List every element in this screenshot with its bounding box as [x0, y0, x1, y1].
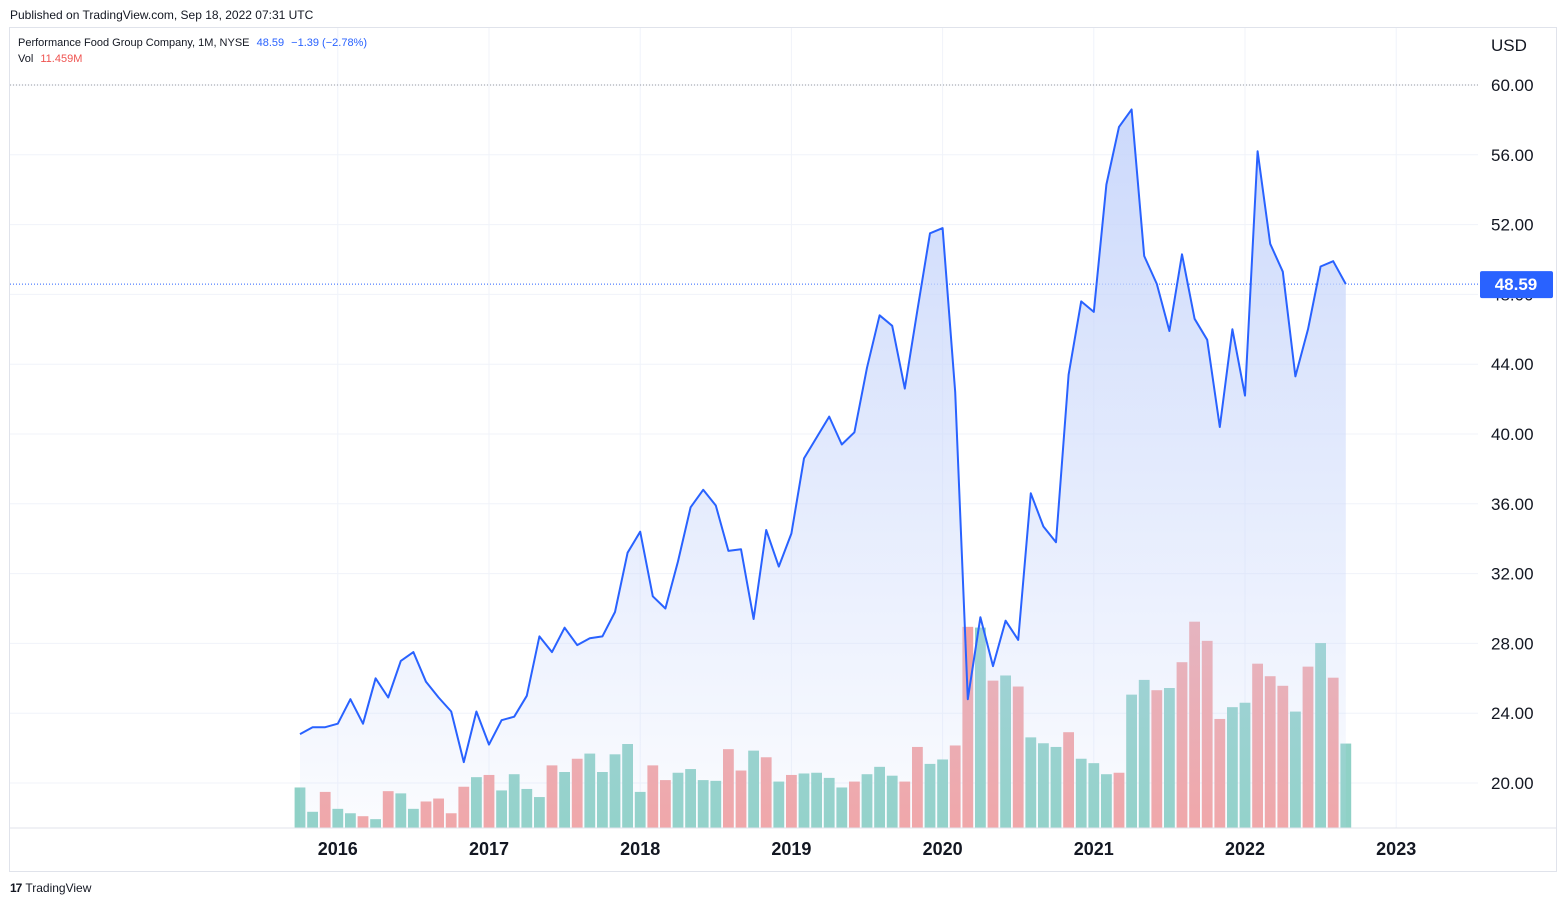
y-tick-label: 44.00 — [1491, 355, 1534, 374]
symbol-info: Performance Food Group Company, 1M, NYSE — [18, 37, 250, 49]
last-price-tag-label: 48.59 — [1495, 275, 1538, 294]
currency-label: USD — [1491, 36, 1527, 55]
footer-brand[interactable]: 17 TradingView — [10, 881, 91, 895]
x-tick-label: 2020 — [923, 839, 963, 859]
published-info: Published on TradingView.com, Sep 18, 20… — [10, 8, 314, 22]
chart-legend: Performance Food Group Company, 1M, NYSE… — [18, 35, 367, 67]
last-price-tag-bg — [1480, 271, 1553, 299]
x-tick-label: 2021 — [1074, 839, 1114, 859]
chart-frame — [9, 27, 1557, 872]
y-tick-label: 24.00 — [1491, 704, 1534, 723]
y-tick-label: 36.00 — [1491, 495, 1534, 514]
time-axis: 2016 2017 2018 2019 2020 2021 2022 2023 — [10, 827, 1556, 859]
tradingview-brand-label: TradingView — [25, 881, 92, 895]
price-change-value: −1.39 (−2.78%) — [291, 37, 368, 49]
last-price-tag: 48.59 — [1480, 271, 1553, 299]
x-tick-label: 2023 — [1376, 839, 1416, 859]
x-tick-label: 2016 — [318, 839, 358, 859]
y-tick-label: 52.00 — [1491, 216, 1534, 235]
y-tick-label: 20.00 — [1491, 774, 1534, 793]
volume-value: 11.459M — [40, 53, 83, 65]
y-tick-label: 60.00 — [1491, 76, 1534, 95]
y-tick-label: 56.00 — [1491, 146, 1534, 165]
price-axis: 60.0056.0052.0048.0044.0040.0036.0032.00… — [1491, 36, 1534, 793]
x-tick-label: 2017 — [469, 839, 509, 859]
x-tick-label: 2019 — [771, 839, 811, 859]
volume-label: Vol — [18, 53, 34, 65]
price-area-fill — [300, 109, 1346, 828]
price-area — [299, 108, 1347, 828]
y-tick-label: 32.00 — [1491, 565, 1534, 584]
last-price-value: 48.59 — [256, 37, 285, 49]
y-tick-label: 40.00 — [1491, 425, 1534, 444]
x-tick-label: 2022 — [1225, 839, 1265, 859]
x-tick-label: 2018 — [620, 839, 660, 859]
tradingview-logo-icon: 17 — [10, 881, 22, 895]
price-line — [299, 108, 1347, 764]
y-tick-label: 28.00 — [1491, 634, 1534, 653]
